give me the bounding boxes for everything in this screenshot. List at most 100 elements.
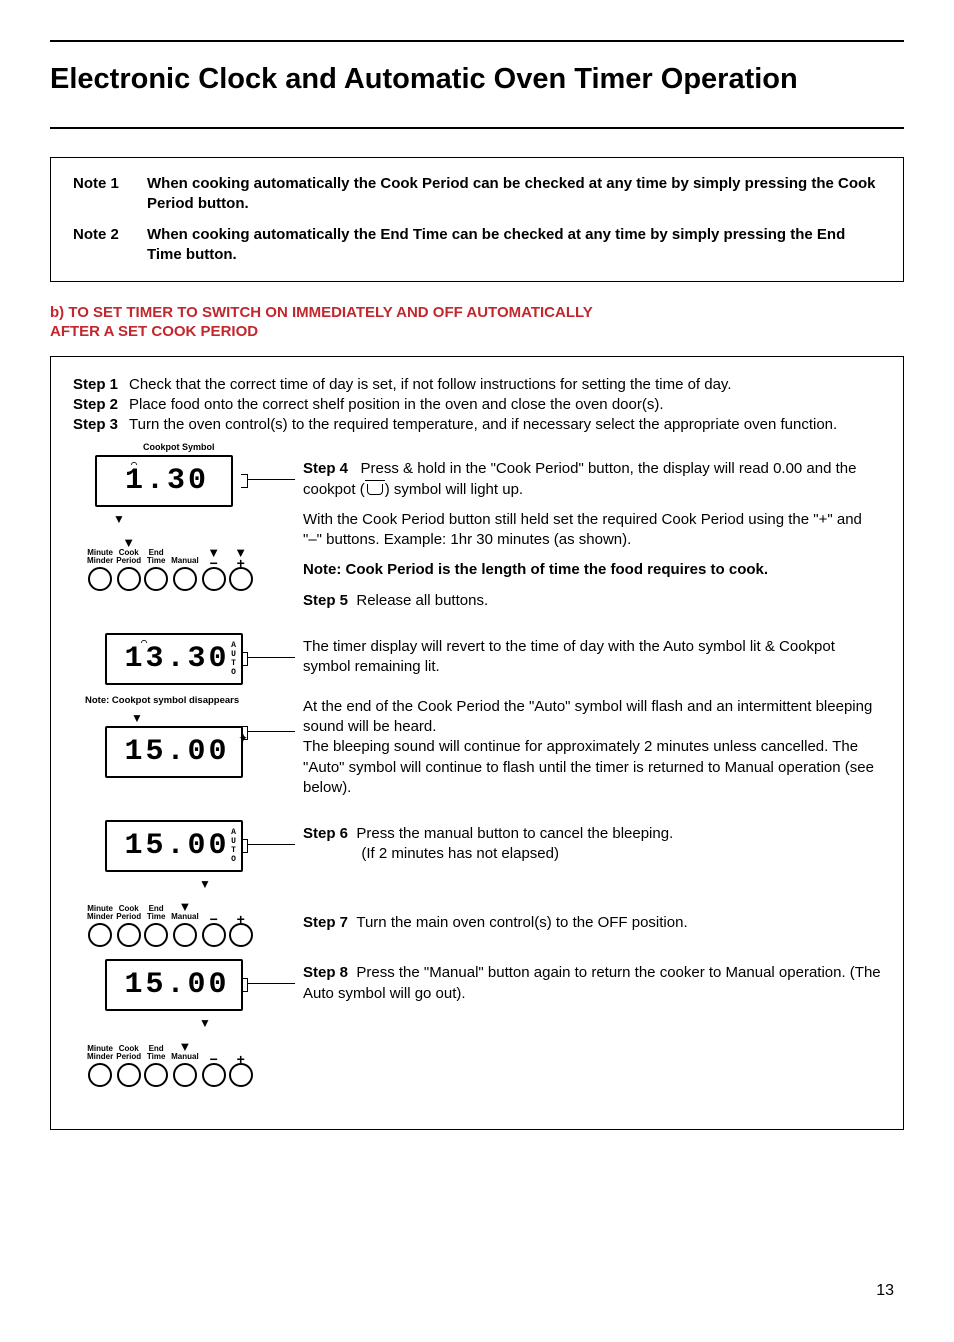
note-2-text: When cooking automatically the End Time … xyxy=(147,225,881,266)
btn-minus: ▼− xyxy=(202,548,226,591)
cookpot-disappears-note: Note: Cookpot symbol disappears xyxy=(85,695,303,708)
note-1-label: Note 1 xyxy=(73,174,147,215)
btn-end-time: EndTime xyxy=(144,905,168,947)
buttons-row-2: MinuteMinder CookPeriod EndTime ▼Manual … xyxy=(87,902,303,947)
display-1: ⌒ 1.30 xyxy=(95,455,233,507)
step-5-text: Release all buttons. xyxy=(356,592,488,609)
display-3: 15.00 ✦ xyxy=(105,726,243,778)
diagram-row-3: Note: Cookpot symbol disappears ▼ 15.00 … xyxy=(73,693,881,808)
cookpot-icon-2: ⌒ xyxy=(141,637,150,651)
step-5-label: Step 5 xyxy=(303,592,348,609)
buttons-row-1: MinuteMinder ▼CookPeriod EndTime Manual … xyxy=(87,538,303,591)
display-4-value: 15.00 xyxy=(124,826,229,867)
display-4: 15.00 AUTO xyxy=(105,820,243,872)
btn-cook-period: CookPeriod xyxy=(116,905,141,947)
arrow-down-icon: ▼ xyxy=(199,876,303,892)
btn-minute-minder: MinuteMinder xyxy=(87,905,113,947)
step-5-para2: The timer display will revert to the tim… xyxy=(303,637,881,678)
section-heading: b) TO SET TIMER TO SWITCH ON IMMEDIATELY… xyxy=(50,304,904,342)
notes-box: Note 1 When cooking automatically the Co… xyxy=(50,157,904,282)
step-5-para34-block: At the end of the Cook Period the "Auto"… xyxy=(303,693,881,808)
connector-line-4 xyxy=(247,844,295,845)
btn-end-time: EndTime xyxy=(144,549,168,591)
section-heading-line1: b) TO SET TIMER TO SWITCH ON IMMEDIATELY… xyxy=(50,304,593,321)
btn-manual: ▼Manual xyxy=(171,1042,199,1087)
display-2: ⌒ 13.30 AUTO xyxy=(105,633,243,685)
step-8-text: Press the "Manual" button again to retur… xyxy=(303,964,881,1001)
auto-indicator: AUTO xyxy=(229,641,237,677)
btn-minute-minder: MinuteMinder xyxy=(87,1045,113,1087)
step-2: Step 2 Place food onto the correct shelf… xyxy=(73,395,881,415)
diagram-4: 15.00 AUTO ▼ MinuteMinder CookPeriod End… xyxy=(73,820,303,947)
btn-plus: ▼+ xyxy=(229,548,253,591)
diagram-row-4: 15.00 AUTO ▼ MinuteMinder CookPeriod End… xyxy=(73,820,881,947)
step-1: Step 1 Check that the correct time of da… xyxy=(73,375,881,395)
page-title: Electronic Clock and Automatic Oven Time… xyxy=(50,60,904,99)
step-1-text: Check that the correct time of day is se… xyxy=(129,375,881,395)
btn-plus: + xyxy=(229,915,253,947)
btn-minute-minder: MinuteMinder xyxy=(87,549,113,591)
section-heading-line2: AFTER A SET COOK PERIOD xyxy=(50,323,258,340)
diagram-row-1: Cookpot Symbol ⌒ 1.30 ▼ MinuteMinder ▼Co… xyxy=(73,455,881,621)
step-8-label: Step 8 xyxy=(303,964,348,981)
step-7-text: Turn the main oven control(s) to the OFF… xyxy=(356,914,687,931)
btn-plus: + xyxy=(229,1055,253,1087)
step-5-para4: The bleeping sound will continue for app… xyxy=(303,737,881,798)
note-2-label: Note 2 xyxy=(73,225,147,266)
diagram-area: Cookpot Symbol ⌒ 1.30 ▼ MinuteMinder ▼Co… xyxy=(73,455,881,1086)
cookpot-callout: Cookpot Symbol xyxy=(143,441,215,453)
step-4-text-b: ) symbol will light up. xyxy=(385,481,523,498)
btn-minus: − xyxy=(202,1055,226,1087)
arrow-down-icon: ▼ xyxy=(131,710,303,726)
step-8-block: Step 8 Press the "Manual" button again t… xyxy=(303,959,881,1014)
page-number: 13 xyxy=(876,1280,894,1302)
btn-cook-period: CookPeriod xyxy=(116,1045,141,1087)
arrow-down-icon: ▼ xyxy=(113,511,303,527)
btn-manual: Manual xyxy=(171,557,199,591)
cookpot-inline-icon xyxy=(367,484,383,495)
display-5-value: 15.00 xyxy=(124,965,229,1006)
note-1-text: When cooking automatically the Cook Peri… xyxy=(147,174,881,215)
step-5-para3: At the end of the Cook Period the "Auto"… xyxy=(303,697,881,738)
display-5: 15.00 xyxy=(105,959,243,1011)
connector-line-1 xyxy=(247,479,295,480)
auto-indicator-2: AUTO xyxy=(229,828,237,864)
display-3-value: 15.00 xyxy=(124,732,229,773)
cookpot-icon: ⌒ xyxy=(131,459,140,473)
divider-bottom xyxy=(50,127,904,129)
connector-line-5 xyxy=(247,983,295,984)
diagram-3: Note: Cookpot symbol disappears ▼ 15.00 … xyxy=(73,693,303,782)
step-3-text: Turn the oven control(s) to the required… xyxy=(129,415,881,435)
arrow-down-icon: ▼ xyxy=(199,1015,303,1031)
step-1-label: Step 1 xyxy=(73,375,129,395)
diagram-5: 15.00 ▼ MinuteMinder CookPeriod EndTime … xyxy=(73,959,303,1086)
connector-line-2 xyxy=(247,657,295,658)
btn-end-time: EndTime xyxy=(144,1045,168,1087)
instructions-box: Step 1 Check that the correct time of da… xyxy=(50,356,904,1130)
diagram-2: ⌒ 13.30 AUTO xyxy=(73,633,303,689)
step-7-label: Step 7 xyxy=(303,914,348,931)
step-6-label: Step 6 xyxy=(303,825,348,842)
note-2: Note 2 When cooking automatically the En… xyxy=(73,225,881,266)
note-1: Note 1 When cooking automatically the Co… xyxy=(73,174,881,215)
step-3-label: Step 3 xyxy=(73,415,129,435)
btn-manual: ▼Manual xyxy=(171,902,199,947)
step-2-label: Step 2 xyxy=(73,395,129,415)
btn-cook-period: ▼CookPeriod xyxy=(116,538,141,591)
step-4-block: Step 4 Press & hold in the "Cook Period"… xyxy=(303,455,881,621)
step-6-7-block: Step 6 Press the manual button to cancel… xyxy=(303,820,881,943)
step-4-label: Step 4 xyxy=(303,460,348,477)
step-4-note: Note: Cook Period is the length of time … xyxy=(303,561,768,578)
step-4-para2: With the Cook Period button still held s… xyxy=(303,510,881,551)
btn-minus: − xyxy=(202,915,226,947)
connector-line-3 xyxy=(247,731,295,732)
step-3: Step 3 Turn the oven control(s) to the r… xyxy=(73,415,881,435)
step-2-text: Place food onto the correct shelf positi… xyxy=(129,395,881,415)
step-5-para2-block: The timer display will revert to the tim… xyxy=(303,633,881,688)
buttons-row-3: MinuteMinder CookPeriod EndTime ▼Manual … xyxy=(87,1042,303,1087)
step-6-text: Press the manual button to cancel the bl… xyxy=(356,825,673,842)
diagram-1: Cookpot Symbol ⌒ 1.30 ▼ MinuteMinder ▼Co… xyxy=(73,455,303,590)
diagram-row-2: ⌒ 13.30 AUTO The timer display will reve… xyxy=(73,633,881,689)
diagram-row-5: 15.00 ▼ MinuteMinder CookPeriod EndTime … xyxy=(73,959,881,1086)
step-6-sub: (If 2 minutes has not elapsed) xyxy=(361,845,559,862)
